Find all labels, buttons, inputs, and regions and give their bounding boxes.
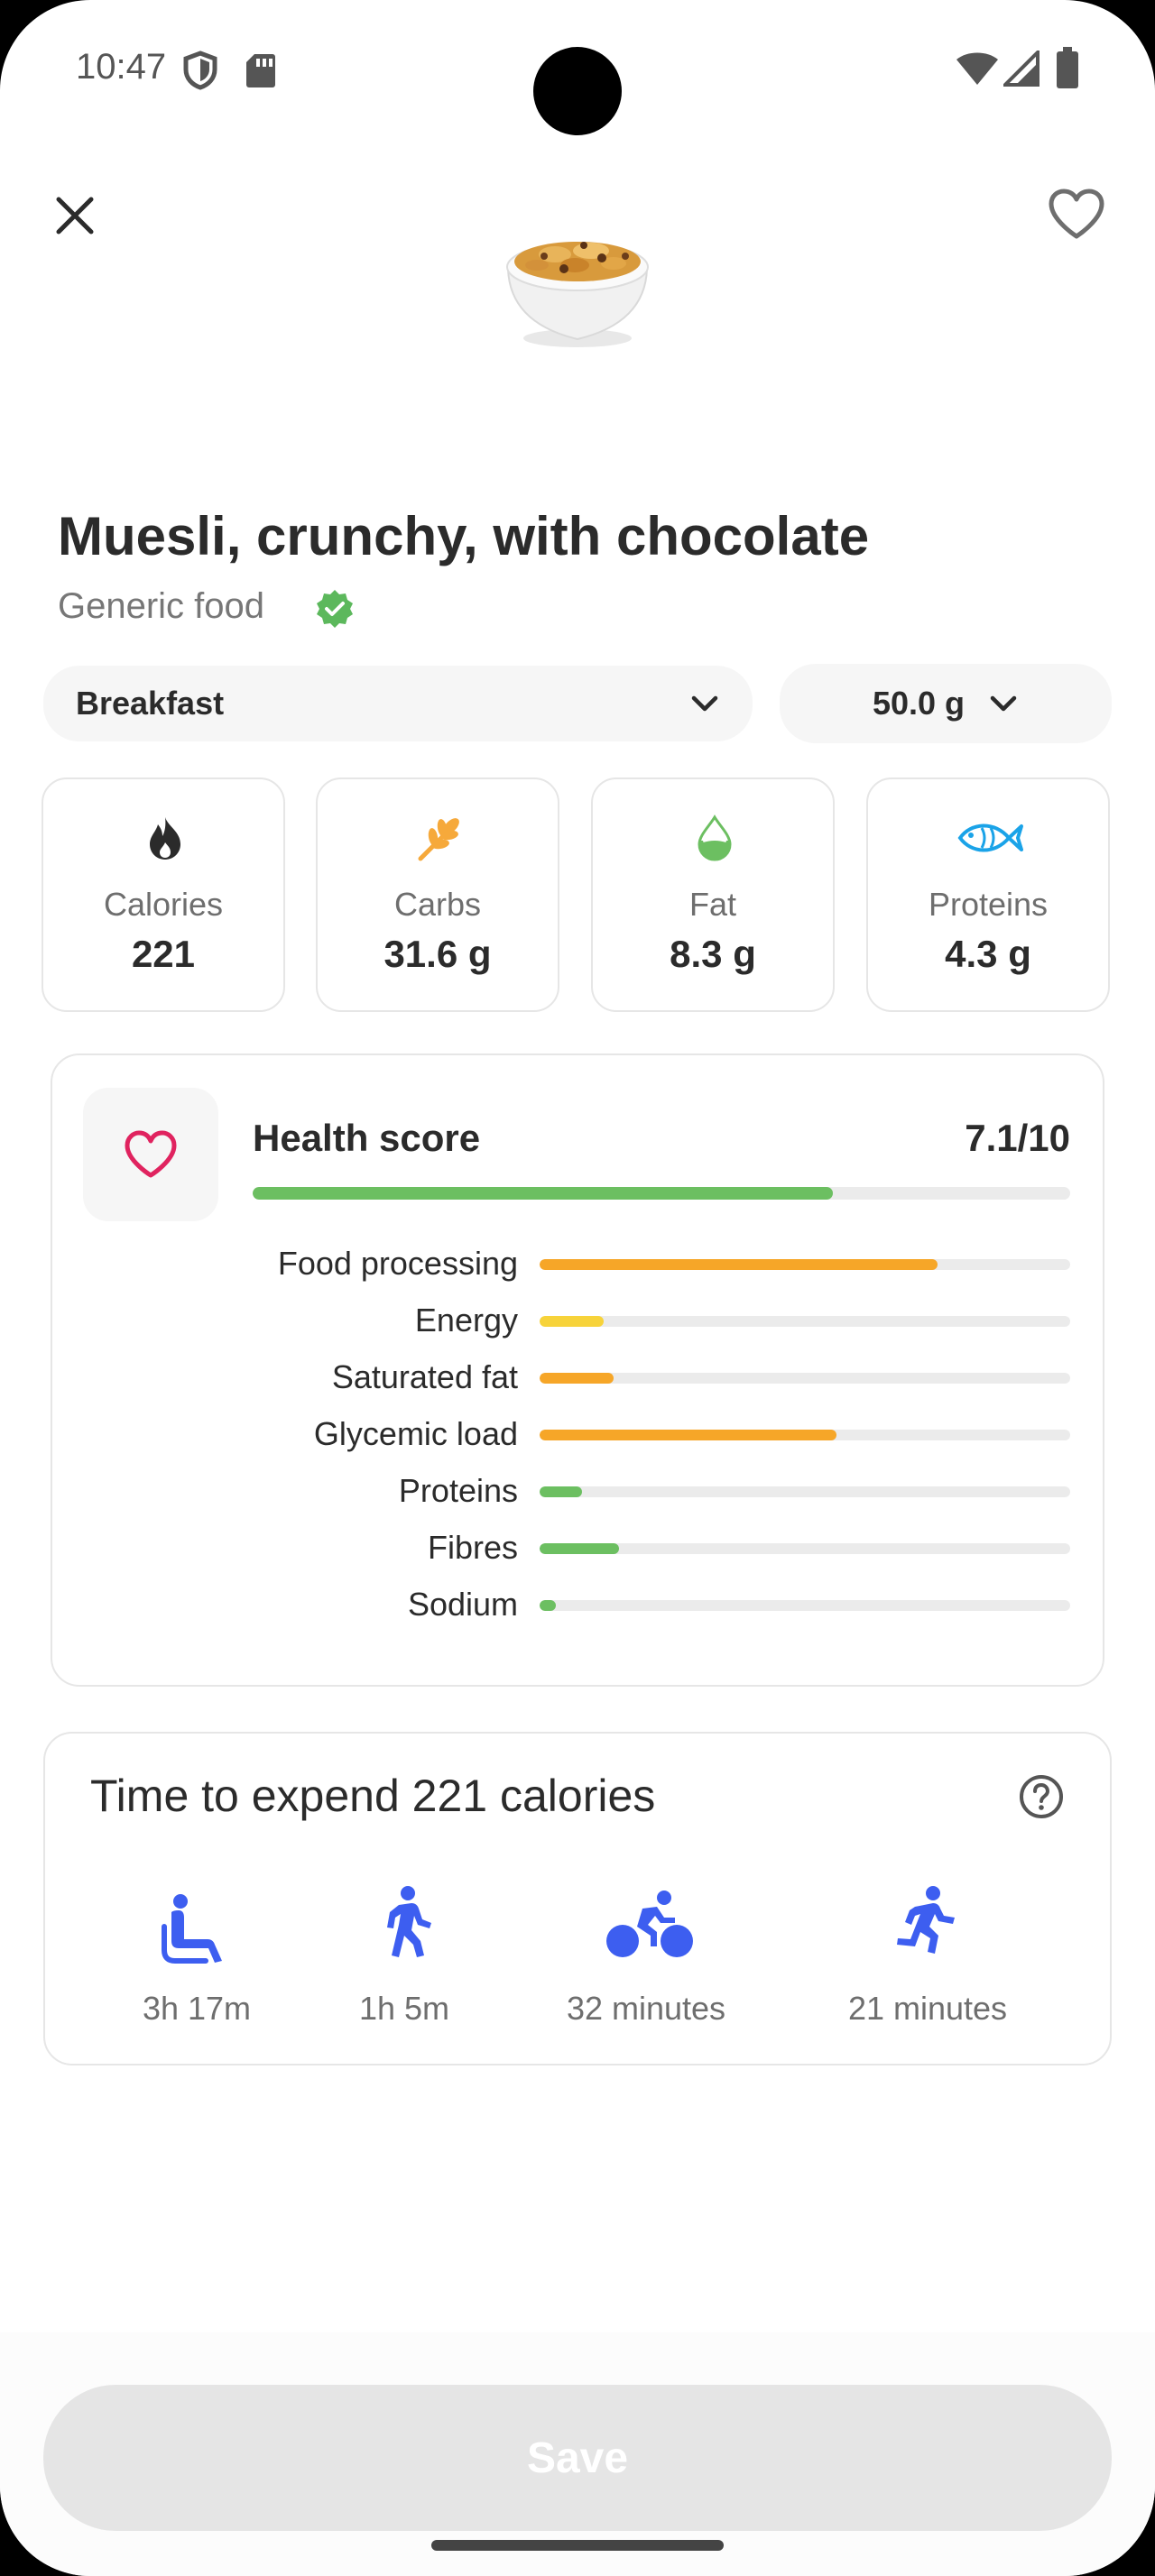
wifi-icon bbox=[955, 51, 1000, 87]
nutrient-label: Fat bbox=[688, 886, 736, 923]
activity-cycling-time: 32 minutes bbox=[566, 1990, 726, 2027]
health-score-value: 7.1/10 bbox=[965, 1117, 1070, 1159]
nutrient-value: 8.3 g bbox=[670, 933, 756, 975]
health-score-bar bbox=[253, 1187, 1070, 1200]
health-metric-label: Saturated fat bbox=[331, 1358, 518, 1395]
verified-badge-icon bbox=[314, 588, 356, 630]
status-time: 10:47 bbox=[76, 47, 167, 87]
nutrient-value: 31.6 g bbox=[383, 933, 492, 975]
walking-icon bbox=[387, 1886, 431, 1957]
health-metric-bar bbox=[540, 1430, 1070, 1440]
shield-icon bbox=[182, 51, 218, 90]
cycling-icon bbox=[606, 1891, 693, 1957]
favorite-button[interactable] bbox=[1047, 188, 1106, 242]
nutrient-card-calories: Calories 221 bbox=[42, 777, 285, 1012]
health-metric-bar-fill bbox=[540, 1259, 938, 1270]
health-metric-bar bbox=[540, 1373, 1070, 1384]
food-title: Muesli, crunchy, with chocolate bbox=[58, 506, 870, 566]
health-icon-box bbox=[83, 1088, 218, 1221]
chevron-down-icon bbox=[990, 695, 1017, 712]
help-circle-icon[interactable] bbox=[1018, 1773, 1065, 1820]
health-score-bar-fill bbox=[253, 1187, 834, 1200]
nutrient-value: 221 bbox=[131, 933, 196, 975]
home-indicator[interactable] bbox=[431, 2540, 724, 2551]
droplet-icon bbox=[698, 814, 732, 861]
wheat-icon bbox=[418, 818, 459, 861]
chevron-down-icon bbox=[691, 695, 718, 712]
sitting-icon bbox=[162, 1894, 222, 1964]
save-button[interactable]: Save bbox=[43, 2385, 1112, 2531]
health-metric-bar-fill bbox=[540, 1486, 583, 1497]
meal-select-value: Breakfast bbox=[76, 685, 225, 722]
front-camera bbox=[533, 47, 622, 135]
nutrient-value: 4.3 g bbox=[945, 933, 1031, 975]
health-metric-bar-fill bbox=[540, 1430, 837, 1440]
nutrient-card-fat: Fat 8.3 g bbox=[591, 777, 835, 1012]
amount-select[interactable]: 50.0 g bbox=[780, 664, 1112, 743]
health-metric-bar bbox=[540, 1600, 1070, 1611]
meal-select[interactable]: Breakfast bbox=[43, 666, 753, 741]
amount-select-value: 50.0 g bbox=[872, 685, 966, 722]
health-metric-bar bbox=[540, 1259, 1070, 1270]
health-metric-label: Glycemic load bbox=[313, 1415, 518, 1452]
battery-icon bbox=[1056, 47, 1079, 88]
health-metric-bar-fill bbox=[540, 1600, 556, 1611]
nutrient-label: Proteins bbox=[928, 886, 1049, 923]
health-metric-label: Energy bbox=[414, 1302, 518, 1339]
nutrient-label: Carbs bbox=[393, 886, 482, 923]
close-icon[interactable] bbox=[52, 193, 97, 238]
fish-icon bbox=[957, 823, 1023, 852]
food-image bbox=[501, 216, 654, 352]
signal-icon bbox=[1001, 48, 1040, 87]
health-metric-bar bbox=[540, 1486, 1070, 1497]
flame-icon bbox=[150, 817, 180, 860]
activity-running-time: 21 minutes bbox=[847, 1990, 1008, 2027]
health-metric-bar bbox=[540, 1316, 1070, 1327]
expend-title: Time to expend 221 calories bbox=[90, 1771, 656, 1821]
heart-outline-icon bbox=[1049, 189, 1104, 239]
health-score-card[interactable] bbox=[51, 1053, 1104, 1687]
food-source: Generic food bbox=[58, 586, 265, 626]
health-metric-bar-fill bbox=[540, 1316, 604, 1327]
health-metric-label: Proteins bbox=[398, 1472, 518, 1509]
sd-card-icon bbox=[245, 52, 276, 88]
running-icon bbox=[897, 1886, 955, 1954]
activity-walking-time: 1h 5m bbox=[358, 1990, 450, 2027]
health-metric-label: Fibres bbox=[427, 1529, 518, 1566]
heart-outline-icon bbox=[125, 1130, 177, 1178]
health-metric-label: Food processing bbox=[277, 1245, 518, 1282]
nutrient-label: Calories bbox=[103, 886, 224, 923]
health-metric-bar-fill bbox=[540, 1543, 620, 1554]
health-metric-bar bbox=[540, 1543, 1070, 1554]
health-metric-bar-fill bbox=[540, 1373, 614, 1384]
nutrient-card-proteins: Proteins 4.3 g bbox=[866, 777, 1110, 1012]
health-score-title: Health score bbox=[253, 1117, 481, 1159]
health-metric-label: Sodium bbox=[407, 1586, 518, 1623]
nutrient-card-carbs: Carbs 31.6 g bbox=[316, 777, 559, 1012]
activity-sitting-time: 3h 17m bbox=[142, 1990, 252, 2027]
